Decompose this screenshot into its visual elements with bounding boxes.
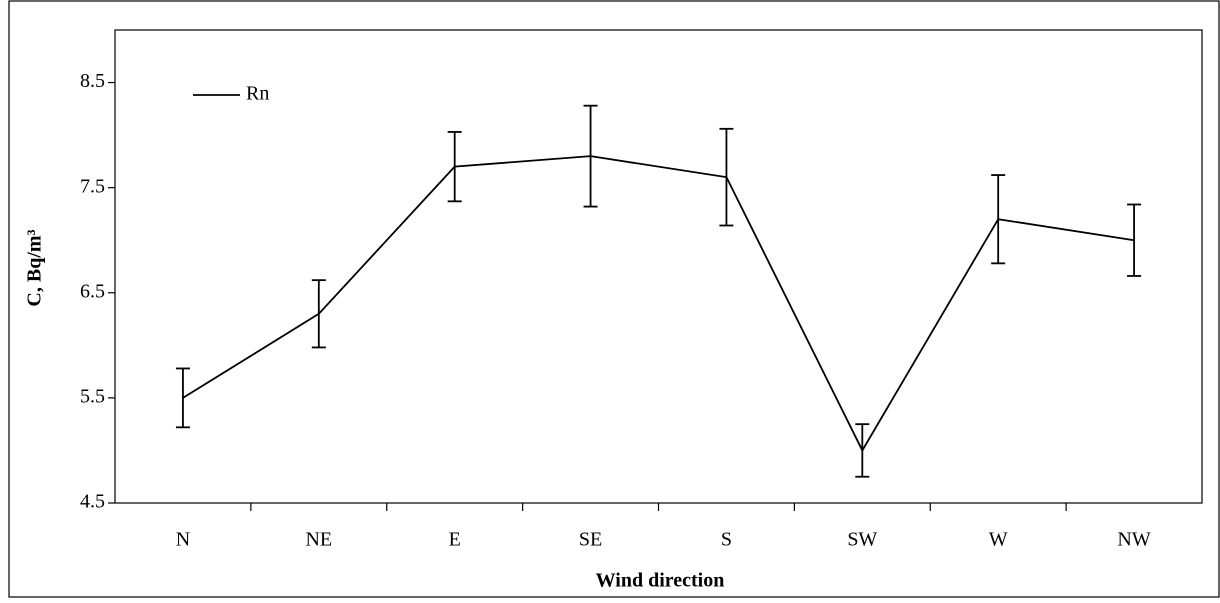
frame: [8, 0, 1220, 598]
error-bar: [719, 127, 734, 227]
x-axis-title: Wind direction: [596, 570, 725, 592]
x-tick-label: W: [989, 529, 1008, 551]
y-tick-label: 8.5: [80, 70, 105, 92]
error-bar: [447, 131, 462, 203]
plot-area: [114, 29, 1203, 504]
y-tick-label: 4.5: [80, 491, 105, 513]
x-tick-label: NE: [305, 529, 332, 551]
x-tick-label: E: [449, 529, 461, 551]
data-line: [182, 155, 1135, 453]
error-bar: [583, 104, 598, 208]
error-bar: [175, 367, 190, 429]
x-tick-label: N: [176, 529, 190, 551]
y-tick-label: 6.5: [80, 280, 105, 302]
error-bar: [311, 279, 326, 349]
error-bar: [1127, 203, 1142, 277]
y-tick-label: 5.5: [80, 385, 105, 407]
legend-label: Rn: [246, 83, 269, 105]
error-bar: [855, 423, 870, 478]
y-tick-label: 7.5: [80, 175, 105, 197]
error-bar: [991, 174, 1006, 265]
x-tick-label: SE: [579, 529, 602, 551]
x-tick-label: NW: [1117, 529, 1150, 551]
y-axis-title: C, Bq/m³: [24, 229, 46, 306]
x-tick-label: S: [721, 529, 732, 551]
x-tick-label: SW: [847, 529, 877, 551]
